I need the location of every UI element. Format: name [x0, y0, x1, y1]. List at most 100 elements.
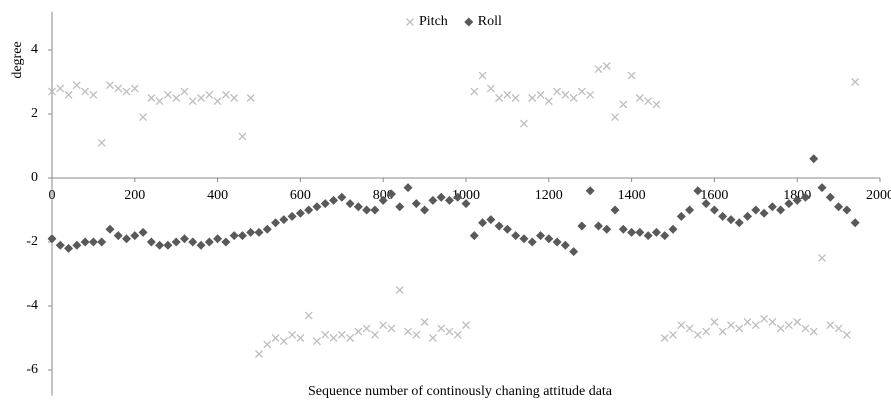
roll-marker — [817, 183, 827, 193]
roll-marker — [834, 202, 844, 212]
roll-marker — [569, 247, 579, 257]
roll-marker — [693, 186, 703, 196]
pitch-marker — [453, 330, 462, 339]
pitch-marker — [809, 327, 818, 336]
roll-marker — [221, 237, 231, 247]
pitch-marker — [544, 97, 553, 106]
roll-marker — [88, 237, 98, 247]
roll-marker — [130, 231, 140, 241]
roll-marker — [312, 202, 322, 212]
roll-marker — [718, 211, 728, 221]
roll-marker — [304, 205, 314, 215]
pitch-marker — [627, 71, 636, 80]
roll-marker — [469, 231, 479, 241]
pitch-marker — [163, 90, 172, 99]
pitch-marker — [743, 318, 752, 326]
roll-marker — [229, 231, 239, 241]
y-tick-label: 4 — [31, 42, 38, 57]
roll-marker — [560, 240, 570, 250]
pitch-marker — [793, 318, 802, 326]
roll-marker — [378, 195, 388, 205]
pitch-marker — [155, 97, 164, 106]
roll-marker — [519, 234, 529, 244]
roll-marker — [825, 192, 835, 202]
pitch-marker — [279, 337, 288, 346]
roll-marker — [850, 218, 860, 228]
roll-marker — [163, 240, 173, 250]
roll-marker — [146, 237, 156, 247]
roll-marker — [122, 234, 132, 244]
pitch-marker — [660, 334, 669, 342]
pitch-marker — [735, 324, 744, 333]
pitch-marker — [72, 81, 81, 90]
roll-marker — [453, 192, 463, 202]
pitch-marker — [354, 327, 363, 336]
roll-marker — [511, 231, 521, 241]
pitch-marker — [611, 113, 619, 122]
pitch-marker — [685, 324, 694, 333]
roll-marker — [337, 192, 347, 202]
x-tick-label: 0 — [49, 188, 56, 203]
roll-marker — [494, 221, 504, 231]
roll-marker — [320, 199, 330, 209]
pitch-marker — [536, 90, 545, 99]
pitch-marker — [89, 90, 98, 99]
roll-marker — [593, 221, 603, 231]
pitch-marker — [255, 350, 263, 358]
legend-label: Pitch — [419, 14, 448, 29]
pitch-marker — [834, 324, 843, 333]
pitch-marker — [321, 330, 330, 339]
roll-marker — [436, 192, 446, 202]
roll-marker — [403, 183, 413, 193]
pitch-marker — [64, 90, 73, 99]
pitch-marker — [462, 321, 470, 330]
pitch-marker — [652, 100, 661, 109]
roll-marker — [809, 154, 819, 164]
roll-marker — [179, 234, 189, 244]
roll-marker — [444, 195, 454, 205]
x-tick-label: 400 — [207, 188, 228, 203]
pitch-marker — [851, 78, 860, 86]
roll-marker — [668, 224, 678, 234]
roll-marker — [536, 231, 546, 241]
roll-marker — [138, 227, 148, 237]
x-tick-label: 1200 — [535, 188, 563, 203]
pitch-marker — [478, 71, 487, 80]
pitch-marker — [304, 311, 313, 320]
pitch-marker — [784, 321, 793, 330]
roll-marker — [461, 199, 471, 209]
roll-marker — [776, 205, 786, 215]
pitch-marker — [702, 327, 711, 336]
roll-marker — [577, 221, 587, 231]
pitch-marker — [553, 87, 562, 96]
y-axis-label: degree — [10, 41, 25, 78]
pitch-marker — [503, 90, 512, 99]
y-tick-label: -6 — [26, 362, 38, 377]
pitch-marker — [644, 97, 653, 106]
pitch-marker — [412, 330, 421, 339]
roll-marker — [80, 237, 90, 247]
pitch-marker — [561, 90, 570, 99]
roll-marker — [784, 199, 794, 209]
roll-marker — [610, 205, 620, 215]
roll-marker — [759, 208, 769, 218]
pitch-marker — [313, 337, 321, 346]
roll-marker — [370, 205, 380, 215]
roll-marker — [643, 231, 653, 241]
pitch-marker — [329, 334, 338, 342]
y-tick-label: -4 — [26, 298, 38, 313]
pitch-marker — [213, 97, 222, 106]
x-tick-label: 800 — [373, 188, 394, 203]
pitch-marker — [776, 324, 785, 333]
x-tick-label: 2000 — [866, 188, 891, 203]
roll-marker — [271, 218, 281, 228]
roll-marker — [842, 205, 852, 215]
pitch-marker — [387, 324, 396, 333]
legend-label: Roll — [478, 14, 502, 29]
pitch-marker — [842, 330, 851, 339]
roll-marker — [279, 215, 289, 225]
roll-marker — [329, 195, 339, 205]
roll-marker — [660, 231, 670, 241]
pitch-marker — [406, 18, 414, 26]
